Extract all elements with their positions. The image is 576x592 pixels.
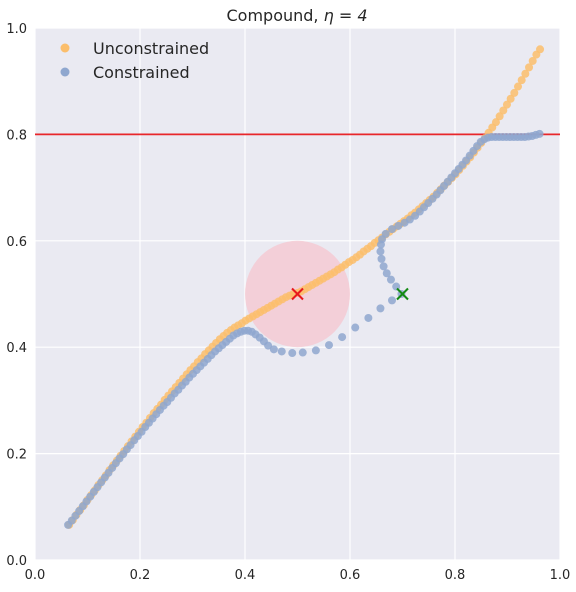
point-constrained-59	[311, 346, 320, 355]
y-tick-label-0: 0.0	[6, 554, 27, 569]
x-tick-labels: 0.0 0.2 0.4 0.6 0.8 1.0	[25, 568, 571, 583]
point-constrained-61	[338, 333, 347, 342]
point-constrained-70	[379, 262, 388, 271]
y-tick-label-1: 0.2	[6, 448, 27, 463]
x-tick-label-1: 0.2	[130, 568, 151, 583]
point-unconstrained-121	[510, 88, 519, 97]
point-unconstrained-118	[499, 106, 508, 115]
legend-marker-unconstrained	[60, 43, 70, 53]
x-tick-label-0: 0.0	[25, 568, 46, 583]
point-constrained-63	[364, 313, 373, 322]
point-constrained-57	[288, 349, 297, 358]
legend-marker-constrained	[60, 67, 70, 77]
series-constrained	[64, 129, 544, 529]
point-unconstrained-120	[506, 94, 515, 103]
chart-title-text: Compound,	[226, 6, 323, 25]
y-tick-label-2: 0.4	[6, 341, 27, 356]
series-layer	[64, 45, 545, 529]
point-constrained-55	[269, 345, 278, 354]
point-unconstrained-125	[525, 63, 534, 72]
y-tick-label-3: 0.6	[6, 235, 27, 250]
x-marker-0-stroke-b	[291, 287, 304, 301]
point-constrained-64	[376, 304, 385, 313]
point-unconstrained-128	[536, 45, 545, 54]
point-unconstrained-124	[521, 69, 530, 78]
point-unconstrained-123	[517, 76, 526, 85]
point-unconstrained-119	[502, 100, 511, 109]
chart-title: Compound, η = 4	[226, 6, 367, 25]
point-constrained-113	[535, 129, 544, 138]
point-constrained-71	[377, 254, 386, 263]
legend-label-constrained: Constrained	[93, 63, 190, 82]
point-constrained-69	[382, 269, 391, 278]
legend: Unconstrained Constrained	[60, 39, 209, 82]
y-tick-label-4: 0.8	[6, 128, 27, 143]
marker-layer	[291, 287, 409, 301]
point-constrained-75	[381, 229, 390, 238]
chart-title-math: η = 4	[324, 6, 368, 25]
point-constrained-68	[386, 275, 395, 284]
x-tick-label-5: 1.0	[550, 568, 571, 583]
x-tick-label-4: 0.8	[445, 568, 466, 583]
point-constrained-76	[388, 225, 396, 234]
point-constrained-62	[351, 323, 360, 332]
point-constrained-56	[277, 347, 286, 356]
x-marker-0	[291, 287, 304, 301]
point-constrained-54	[264, 341, 273, 350]
point-unconstrained-117	[495, 112, 504, 121]
point-unconstrained-116	[491, 118, 500, 127]
y-tick-labels: 0.0 0.2 0.4 0.6 0.8 1.0	[6, 22, 27, 569]
x-marker-1	[396, 287, 409, 301]
point-constrained-77	[394, 221, 403, 230]
point-unconstrained-126	[528, 56, 537, 65]
x-marker-1-stroke-b	[396, 287, 409, 301]
point-constrained-65	[388, 296, 396, 305]
point-constrained-72	[376, 247, 385, 256]
y-tick-label-5: 1.0	[6, 22, 27, 37]
point-unconstrained-122	[514, 82, 522, 91]
x-tick-label-2: 0.4	[235, 568, 256, 583]
point-constrained-58	[298, 348, 307, 357]
x-tick-label-3: 0.6	[340, 568, 361, 583]
legend-label-unconstrained: Unconstrained	[93, 39, 209, 58]
point-constrained-60	[325, 341, 333, 350]
